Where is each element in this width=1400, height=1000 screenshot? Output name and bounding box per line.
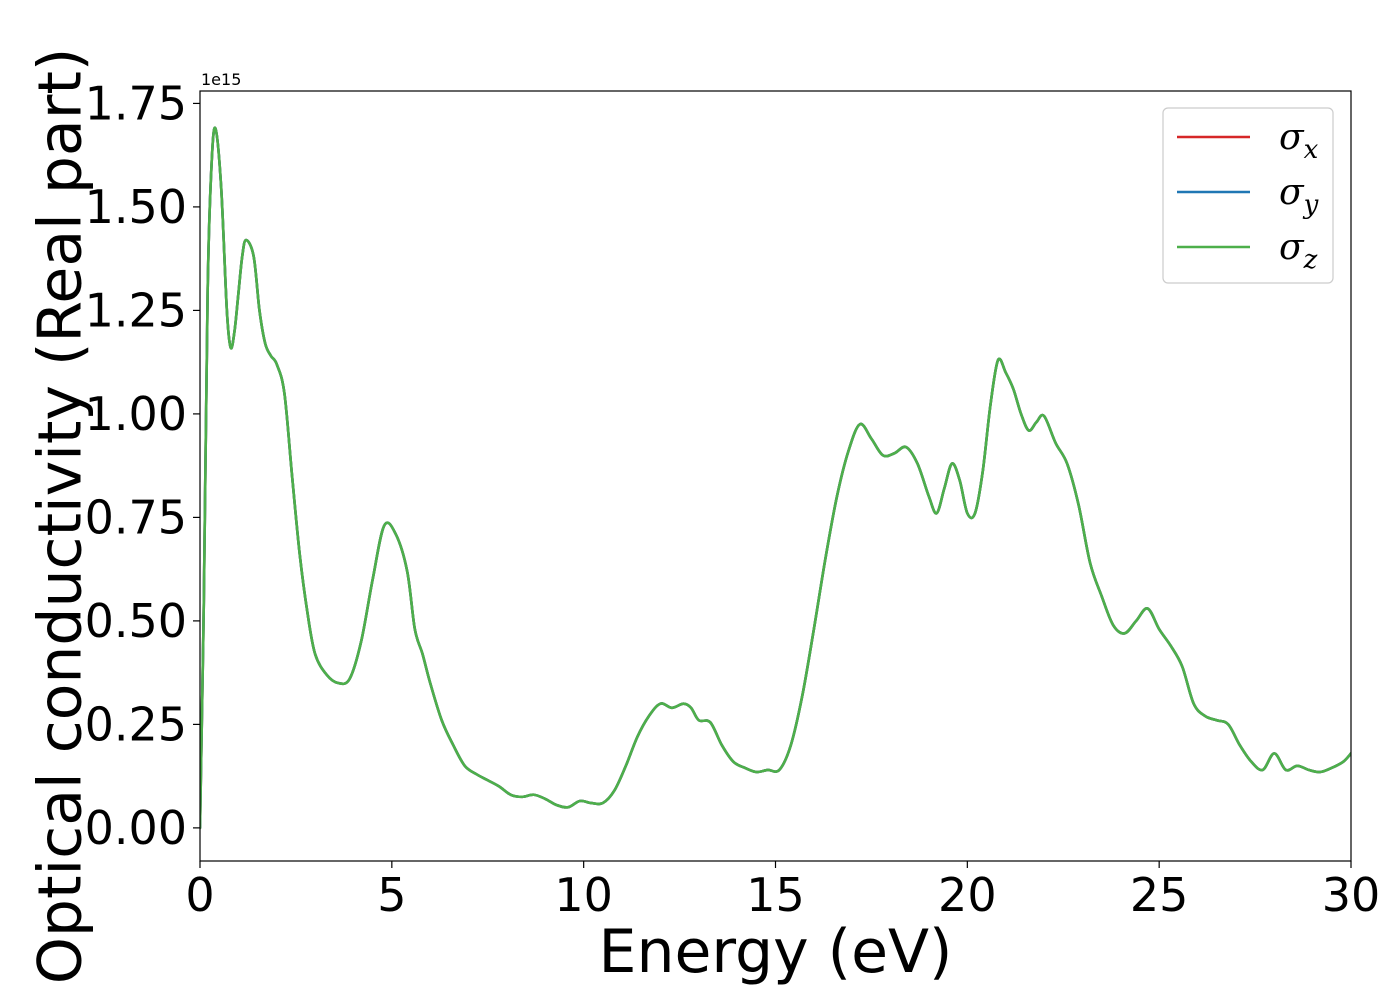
series-line-z bbox=[200, 126, 1351, 830]
y-tick-label: 0.25 bbox=[85, 697, 187, 751]
x-tick-label: 5 bbox=[377, 868, 406, 922]
legend-label-y: σy bbox=[1279, 172, 1319, 220]
x-tick-label: 25 bbox=[1130, 868, 1189, 922]
y-tick-label: 1.50 bbox=[85, 180, 187, 234]
y-axis-title: Optical conductivity (Real part) bbox=[26, 48, 96, 985]
legend-box bbox=[1162, 107, 1334, 284]
y-axis-ticks: 0.00 0.25 0.50 0.75 1.00 1.25 1.50 1.75 bbox=[85, 76, 200, 855]
series-layer bbox=[200, 126, 1351, 830]
y-tick-label: 0.00 bbox=[85, 801, 187, 855]
y-tick-label: 0.75 bbox=[85, 490, 187, 544]
y-tick-label: 0.50 bbox=[85, 594, 187, 648]
x-tick-label: 10 bbox=[554, 868, 613, 922]
legend-label-x: σx bbox=[1279, 117, 1319, 165]
y-tick-label: 1.25 bbox=[85, 283, 187, 337]
y-tick-label: 1.00 bbox=[85, 387, 187, 441]
y-tick-label: 1.75 bbox=[85, 76, 187, 130]
y-axis-offset-label: 1e15 bbox=[201, 70, 241, 89]
x-axis-title: Energy (eV) bbox=[599, 917, 953, 987]
x-tick-label: 20 bbox=[938, 868, 997, 922]
legend: σx σy σz bbox=[1162, 107, 1334, 284]
legend-label-z: σz bbox=[1279, 227, 1318, 275]
x-tick-label: 15 bbox=[746, 868, 805, 922]
x-axis-ticks: 0 5 10 15 20 25 30 bbox=[185, 861, 1380, 922]
x-tick-label: 30 bbox=[1322, 868, 1381, 922]
x-tick-label: 0 bbox=[185, 868, 214, 922]
